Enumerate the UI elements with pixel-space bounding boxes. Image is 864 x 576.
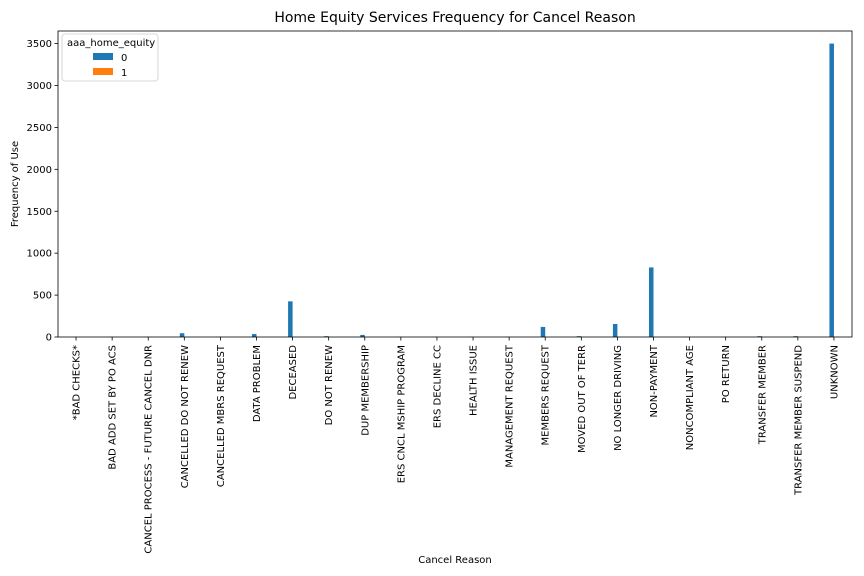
x-tick-label: TRANSFER MEMBER xyxy=(757,345,768,445)
bar-series-0-19 xyxy=(757,336,762,337)
x-tick-label: DATA PROBLEM xyxy=(252,345,263,422)
x-tick-label: MOVED OUT OF TERR xyxy=(577,345,588,453)
x-tick-label: NO LONGER DRIVING xyxy=(613,345,624,451)
x-tick-label: DECEASED xyxy=(288,345,299,400)
x-tick-label: TRANSFER MEMBER SUSPEND xyxy=(793,345,804,496)
legend-swatch-series-0 xyxy=(93,53,113,60)
y-tick-label: 500 xyxy=(33,291,52,302)
legend-label-series-0: 0 xyxy=(121,53,127,64)
x-tick-label: CANCELLED MBRS REQUEST xyxy=(216,344,227,487)
legend-swatch-series-1 xyxy=(93,68,113,75)
x-tick-label: HEALTH ISSUE xyxy=(469,345,480,416)
x-tick-label: UNKNOWN xyxy=(829,345,840,399)
x-tick-label: DO NOT RENEW xyxy=(324,345,335,425)
bar-series-0-6 xyxy=(288,301,293,337)
x-tick-label: ERS DECLINE CC xyxy=(432,345,443,428)
y-tick-label: 3000 xyxy=(27,81,52,92)
y-axis-label: Frequency of Use xyxy=(10,141,21,227)
bar-series-0-21 xyxy=(829,43,834,337)
legend-label-series-1: 1 xyxy=(121,68,127,79)
x-tick-label: NON-PAYMENT xyxy=(649,344,660,417)
y-tick-label: 3500 xyxy=(27,39,52,50)
bar-series-0-7 xyxy=(324,336,329,337)
x-tick-label: *BAD CHECKS* xyxy=(72,345,83,420)
bar-series-0-13 xyxy=(540,326,546,337)
y-tick-label: 2500 xyxy=(27,123,52,134)
x-tick-label: CANCELLED DO NOT RENEW xyxy=(180,345,191,488)
bar-series-0-5 xyxy=(251,334,257,337)
legend: aaa_home_equity 0 1 xyxy=(61,33,159,82)
bar-series-0-8 xyxy=(360,334,365,337)
x-tick-label: PO RETURN xyxy=(721,345,732,403)
x-tick-label: DUP MEMBERSHIP xyxy=(360,345,371,436)
y-axis-ticks: 0 500 1000 1500 2000 2500 3000 3500 xyxy=(27,39,58,344)
x-tick-label: MANAGEMENT REQUEST xyxy=(505,344,516,468)
y-tick-label: 1500 xyxy=(27,207,52,218)
chart-title: Home Equity Services Frequency for Cance… xyxy=(274,10,635,26)
x-tick-label: BAD ADD SET BY PO ACS xyxy=(108,345,119,470)
x-tick-label: CANCEL PROCESS - FUTURE CANCEL DNR xyxy=(144,345,155,554)
legend-title: aaa_home_equity xyxy=(67,38,155,49)
bar-series-0-20 xyxy=(793,336,798,337)
plot-area-frame xyxy=(57,30,853,338)
x-tick-label: NONCOMPLIANT AGE xyxy=(685,345,696,450)
bar-series-0-16 xyxy=(648,267,654,337)
y-tick-label: 0 xyxy=(46,333,52,344)
bar-series-0-15 xyxy=(612,324,618,337)
x-tick-label: ERS CNCL MSHIP PROGRAM xyxy=(396,345,407,483)
y-tick-label: 1000 xyxy=(27,249,52,260)
bars-layer xyxy=(71,43,834,337)
bar-series-0-14 xyxy=(576,336,582,337)
x-axis-ticks: *BAD CHECKS* BAD ADD SET BY PO ACS CANCEL … xyxy=(72,337,840,554)
bar-series-0-3 xyxy=(179,333,185,337)
x-axis-label: Cancel Reason xyxy=(418,555,492,566)
y-tick-label: 2000 xyxy=(27,165,52,176)
x-tick-label: MEMBERS REQUEST xyxy=(541,344,552,445)
